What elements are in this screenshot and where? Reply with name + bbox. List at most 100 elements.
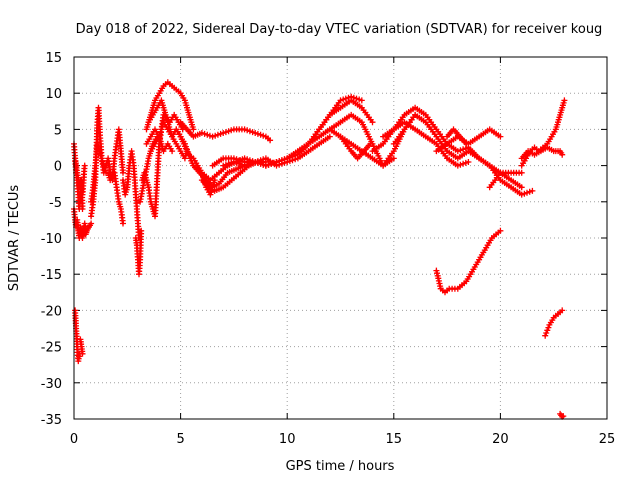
data-point (254, 159, 261, 166)
data-point (545, 324, 552, 331)
series-seg-3 (72, 307, 83, 365)
data-point (228, 159, 235, 166)
data-point (246, 160, 253, 167)
series-seg-9 (120, 148, 142, 241)
series-seg-35 (486, 169, 525, 191)
series-seg-7 (88, 140, 114, 205)
data-point (230, 159, 237, 165)
x-tick-label: 5 (176, 432, 184, 447)
data-point (246, 128, 253, 135)
data-point (169, 148, 176, 155)
y-tick-label: -30 (41, 377, 62, 392)
data-point (337, 97, 344, 104)
data-point (463, 140, 470, 147)
data-point (220, 130, 227, 136)
data-point (254, 130, 261, 137)
data-point (214, 131, 221, 138)
series-seg-27 (326, 126, 397, 169)
data-point (244, 127, 251, 134)
y-tick-label: -25 (41, 341, 62, 356)
series-seg-28 (337, 133, 374, 162)
series-seg-10 (132, 227, 145, 278)
series-seg-16 (145, 97, 186, 133)
data-point (561, 97, 568, 104)
data-point (497, 227, 504, 234)
data-point (244, 161, 251, 168)
data-point (138, 227, 145, 234)
data-point (222, 161, 229, 168)
data-point (559, 151, 566, 158)
series-seg-31 (390, 111, 536, 198)
data-point (268, 160, 275, 167)
x-tick-label: 25 (599, 432, 616, 447)
data-point (120, 220, 126, 227)
data-point (79, 350, 86, 357)
series-seg-38 (542, 307, 566, 339)
series-seg-26 (284, 97, 376, 162)
data-point (457, 161, 464, 168)
y-tick-label: 15 (45, 51, 62, 66)
ticks-layer: 0 5 10 15 20 25 15 10 5 0 -5 -10 -15 -20 -25 -30 -35 (41, 51, 616, 447)
y-tick-label: -20 (41, 304, 62, 319)
data-point (518, 191, 525, 198)
x-tick-label: 0 (70, 432, 78, 447)
data-point (190, 126, 197, 133)
series-seg-17 (147, 133, 176, 155)
data-point (267, 137, 274, 144)
data-point (518, 169, 525, 176)
data-point (201, 130, 208, 137)
chart-title: Day 018 of 2022, Sidereal Day-to-day VTE… (76, 22, 603, 37)
y-tick-label: 10 (45, 87, 62, 102)
y-tick-label: -35 (41, 413, 62, 428)
data-point (497, 133, 504, 140)
data-point (273, 159, 280, 165)
data-point (524, 189, 530, 196)
data-point (198, 130, 205, 136)
data-point (369, 119, 376, 126)
data-point (526, 188, 533, 195)
data-point (265, 161, 272, 168)
x-tick-label: 10 (279, 432, 296, 447)
data-point (222, 129, 229, 136)
grid-layer (74, 57, 607, 419)
y-axis-label: SDTVAR / TECUs (7, 185, 22, 292)
series-seg-18 (177, 119, 274, 144)
data-point (342, 95, 349, 102)
data-point (529, 187, 536, 194)
series-seg-14 (143, 79, 197, 133)
data-point (81, 162, 88, 169)
data-point (457, 147, 464, 154)
data-point (260, 132, 267, 139)
series-seg-30 (380, 119, 472, 169)
data-point (252, 159, 259, 165)
series-seg-37 (518, 144, 566, 162)
data-point (88, 220, 95, 227)
series-seg-32 (433, 140, 525, 191)
data-point (465, 159, 472, 165)
series-seg-11 (111, 169, 126, 227)
data-point (460, 146, 467, 153)
data-point (460, 160, 467, 167)
data-point (276, 158, 283, 165)
data-point (206, 132, 213, 139)
data-point (220, 162, 227, 169)
data-point (236, 160, 243, 167)
series-seg-36 (518, 97, 568, 169)
data-point (544, 327, 551, 334)
series-seg-25 (262, 111, 419, 169)
data-point (252, 130, 259, 136)
data-point (212, 132, 219, 139)
series-seg-4 (77, 336, 86, 357)
data-point (542, 332, 549, 339)
series-seg-39 (557, 410, 567, 420)
data-point (238, 161, 245, 168)
y-tick-label: -10 (41, 232, 62, 247)
series-seg-33 (444, 126, 470, 147)
data-point (358, 97, 365, 104)
data-point (390, 155, 397, 162)
data-point (559, 307, 566, 314)
data-point (543, 330, 550, 336)
data-point (120, 169, 126, 176)
series-seg-34 (433, 227, 504, 296)
